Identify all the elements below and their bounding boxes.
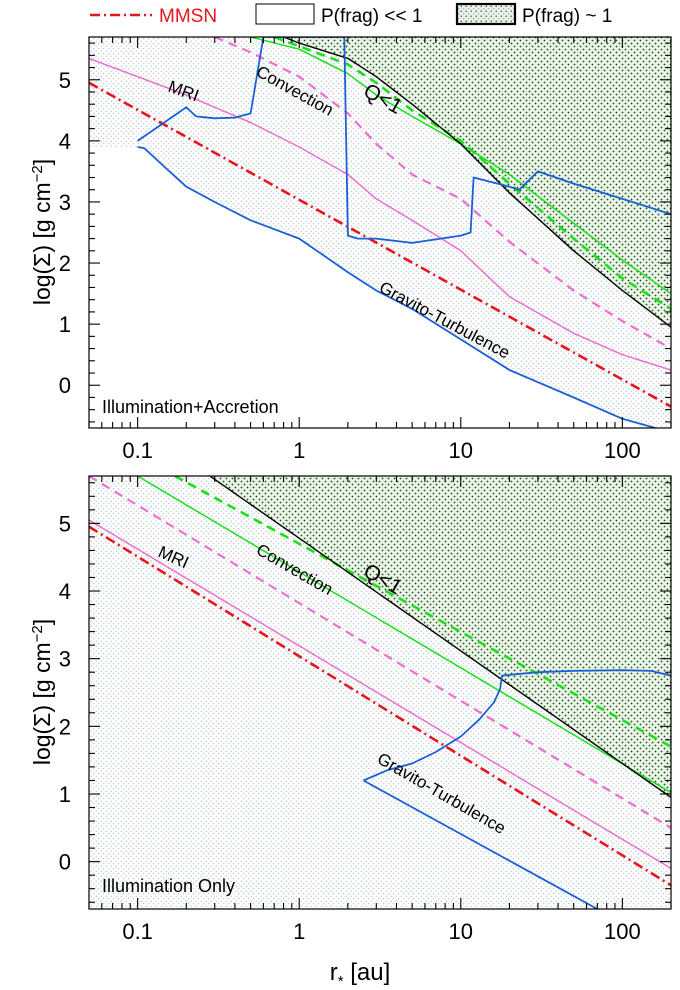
convection-lower-line xyxy=(250,37,671,295)
legend-low-label: P(frag) << 1 xyxy=(321,6,422,27)
y-tick-label: 0 xyxy=(59,373,71,398)
y-tick-label: 1 xyxy=(59,312,71,337)
gt-upper-line xyxy=(363,669,671,782)
mri-lower-line xyxy=(89,519,671,870)
y-tick-label: 3 xyxy=(59,190,71,215)
mri-lower-line xyxy=(89,57,671,371)
x-axis-label: r* [au] xyxy=(330,959,391,990)
convection-upper-line xyxy=(174,476,671,748)
y-tick-label: 4 xyxy=(59,129,71,154)
y-tick-label: 1 xyxy=(59,782,71,807)
x-tick-label: 100 xyxy=(604,919,641,944)
y-tick-label: 0 xyxy=(59,850,71,875)
convection-lower-line xyxy=(137,476,671,794)
convection-upper-line xyxy=(273,37,671,311)
gt-upper-line xyxy=(137,37,671,244)
legend: MMSN P(frag) << 1 P(frag) ~ 1 xyxy=(90,2,612,27)
x-tick-label: 1 xyxy=(293,438,305,463)
stable-region-dots xyxy=(89,476,671,909)
y-tick-label: 2 xyxy=(59,251,71,276)
stable-region-dots xyxy=(89,37,671,428)
panel-label-bottom: Illumination Only xyxy=(102,876,235,896)
x-tick-label: 10 xyxy=(449,438,473,463)
legend-low-swatch xyxy=(255,3,315,25)
x-tick-label: 10 xyxy=(449,919,473,944)
y-tick-label: 3 xyxy=(59,647,71,672)
y-axis-label-top: log(Σ) [g cm−2] xyxy=(29,159,55,305)
x-tick-label: 1 xyxy=(293,919,305,944)
legend-mmsn-label: MMSN xyxy=(159,6,217,27)
mmsn-line xyxy=(89,81,671,408)
y-tick-label: 2 xyxy=(59,714,71,739)
mmsn-line xyxy=(89,525,671,887)
y-tick-label: 4 xyxy=(59,579,71,604)
toomre-q-line xyxy=(209,476,671,798)
x-tick-label: 100 xyxy=(604,438,641,463)
mri-upper-line xyxy=(214,37,671,350)
panel-label-top: Illumination+Accretion xyxy=(102,397,279,417)
fragmentation-region xyxy=(283,37,671,328)
toomre-q-line xyxy=(283,37,671,328)
y-tick-label: 5 xyxy=(59,68,71,93)
mri-upper-line xyxy=(89,476,671,829)
y-axis-label-bottom: log(Σ) [g cm−2] xyxy=(29,619,55,765)
x-tick-label: 0.1 xyxy=(122,919,153,944)
legend-high-swatch xyxy=(455,2,517,26)
gt-lower-line xyxy=(137,146,656,428)
legend-high-label: P(frag) ~ 1 xyxy=(522,6,612,27)
x-tick-label: 0.1 xyxy=(122,438,153,463)
y-tick-label: 5 xyxy=(59,511,71,536)
gt-lower-line xyxy=(363,779,598,909)
